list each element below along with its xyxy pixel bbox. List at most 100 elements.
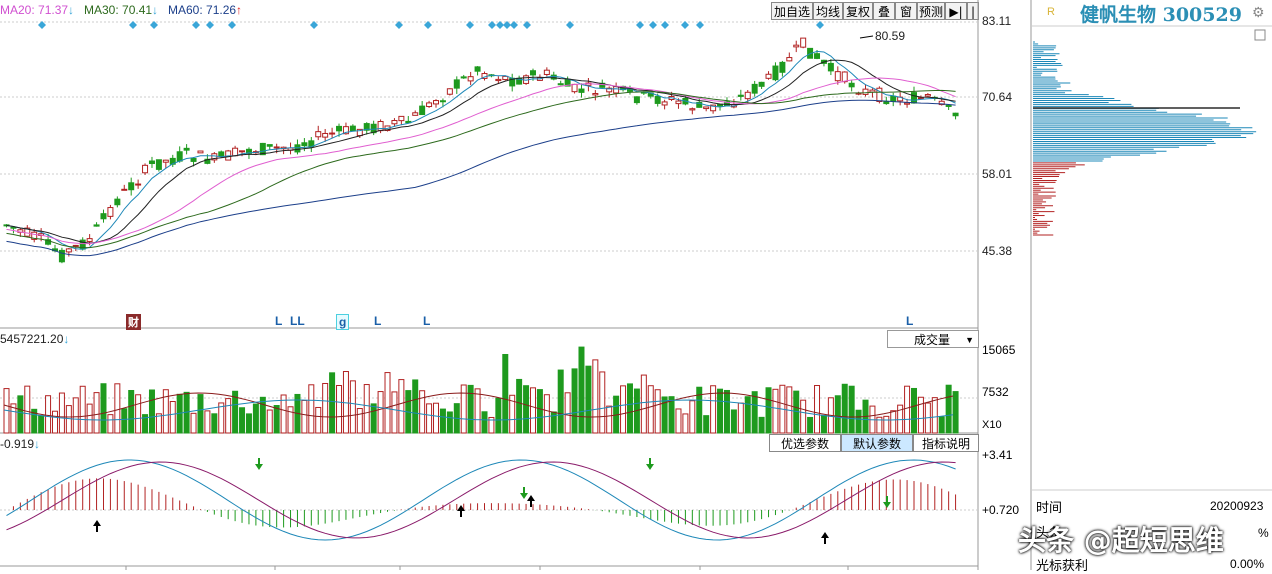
candle-body [176,151,183,162]
rating-badge: R [1047,6,1055,18]
nav-end-button[interactable]: ▶| [945,2,967,20]
overlay-button[interactable]: 叠 [873,2,895,20]
volume-bar [474,388,481,434]
candle-body [183,147,190,151]
event-marker-l3[interactable]: L [374,314,382,328]
indicator-help-button[interactable]: 指标说明 [913,434,979,452]
signal-diamond-5 [228,21,236,29]
volume-bar [467,384,474,434]
candle-body [135,183,142,186]
candle-body [793,44,800,48]
price-axis-mid2: 58.01 [982,167,1013,181]
volume-bar [197,394,204,434]
candle-body [211,153,218,161]
candle-body [710,104,717,112]
optimize-params-button[interactable]: 优选参数 [769,434,841,452]
volume-bar [72,397,79,434]
volume-bar [578,346,585,434]
candle-body [543,69,550,75]
volume-bar [571,368,578,434]
volume-bar [107,414,114,434]
event-marker-finance[interactable]: 财 [126,314,141,330]
volume-bar [730,409,737,434]
candle-body [273,146,280,149]
volume-bar [890,410,897,434]
volume-bar [58,392,65,434]
candle-body [218,151,225,157]
signal-diamond-2 [150,21,158,29]
volume-bar [155,413,162,434]
candle-body [578,88,585,93]
ma10-line [6,59,956,244]
event-marker-l5[interactable]: L [906,314,914,328]
macd-signal-arrow-0 [93,520,101,532]
signal-diamond-11 [496,21,504,29]
volume-bar [626,383,633,434]
window-button[interactable]: 窗 [895,2,917,20]
candle-body [232,147,239,157]
event-marker-g[interactable]: g [336,314,350,330]
candle-body [557,83,564,86]
volume-bar [86,403,93,434]
add-watchlist-button[interactable]: 加自选 [771,2,813,20]
candle-body [266,144,273,147]
volume-bar [93,392,100,434]
candle-body [786,57,793,62]
volume-bar [758,416,765,434]
volume-bar [620,385,627,434]
signal-diamond-6 [310,21,318,29]
candle-body [239,150,246,153]
candle-body [114,198,121,206]
macd-dif-line [6,459,956,541]
candle-body [467,76,474,82]
volume-bar [412,379,419,434]
volume-bar [280,394,287,434]
volume-bar [356,408,363,434]
volume-bar [315,406,322,434]
candle-body [834,71,841,82]
volume-bar [17,395,24,434]
event-marker-l1[interactable]: L [275,314,283,328]
volume-bar [529,387,536,434]
volume-bar [169,401,176,434]
candle-body [890,95,897,102]
forecast-button[interactable]: 预测 [917,2,945,20]
candle-body [606,87,613,93]
volume-bar [218,402,225,434]
event-marker-l2[interactable]: LL [290,314,305,328]
volume-bar [114,383,121,434]
gear-icon[interactable]: ⚙ [1252,4,1265,20]
candle-body [419,105,426,116]
candle-body [342,126,349,135]
volume-bar [31,408,38,434]
event-marker-l4[interactable]: L [423,314,431,328]
volume-bar [675,408,682,434]
volume-bar [377,391,384,434]
candle-body [453,79,460,89]
volume-bar [855,409,862,434]
candle-body [398,115,405,122]
signal-diamond-1 [129,21,137,29]
candle-body [876,87,883,102]
candle-body [336,125,343,132]
ma-line-button[interactable]: 均线 [813,2,843,20]
volume-bar [800,399,807,434]
candle-body [613,86,620,94]
volume-bar [308,384,315,434]
volume-bar [121,408,128,434]
candle-body [938,100,945,106]
candle-body [294,144,301,153]
candle-body [911,92,918,104]
volume-bar [814,385,821,434]
ma20-line [6,77,956,245]
macd-signal-arrow-4 [527,495,535,507]
adjust-button[interactable]: 复权 [843,2,873,20]
volume-bar [148,389,155,434]
ma5-line [6,50,956,250]
side-row3-label: 光标获利 [1036,558,1089,573]
volume-select[interactable]: 成交量 ▼ [887,330,979,348]
volume-bar [592,359,599,434]
default-params-button[interactable]: 默认参数 [841,434,913,452]
candle-body [952,112,959,117]
